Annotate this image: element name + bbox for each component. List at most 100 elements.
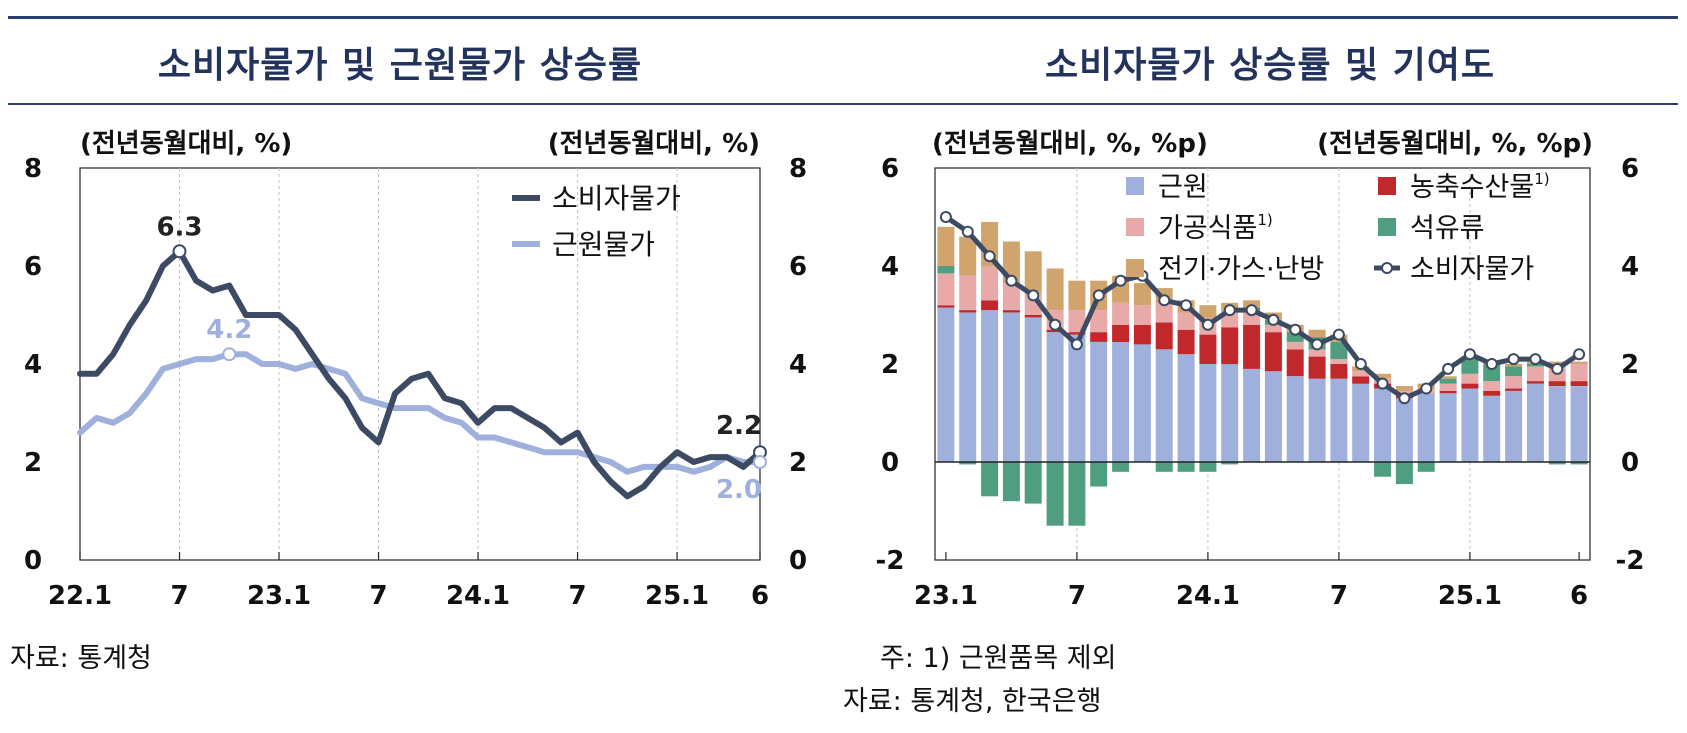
right-bar-processed_food: [1090, 310, 1108, 333]
right-bar-core: [1548, 386, 1566, 462]
right-legend-label: 석유류: [1410, 213, 1485, 244]
left-y-tick-label-right: 8: [789, 154, 807, 184]
right-headline-marker: [1049, 318, 1062, 331]
right-bar-utilities: [1133, 283, 1151, 306]
right-headline-marker: [1442, 362, 1455, 375]
right-headline-marker: [1201, 318, 1214, 331]
right-bar-processed_food: [1155, 302, 1173, 323]
right-headline-marker: [1005, 274, 1018, 287]
left-plot-frame: [79, 167, 761, 561]
right-bar-processed_food: [959, 275, 977, 311]
right-y-tick-label-right: 0: [1621, 448, 1639, 478]
right-bar-agri: [1090, 332, 1108, 342]
right-bar-agri: [1024, 315, 1042, 318]
right-bar-oil: [1024, 462, 1042, 504]
left-x-tick-label: 7: [369, 581, 387, 611]
right-bar-oil: [1155, 462, 1173, 472]
right-bar-agri: [1570, 381, 1588, 386]
right-bar-oil: [1417, 462, 1435, 472]
right-bar-core: [1352, 383, 1370, 462]
right-x-tick-label: 7: [1068, 581, 1086, 611]
left-y-tick-label: 8: [24, 154, 42, 184]
right-bar-utilities: [1243, 300, 1261, 308]
left-y-tick-label-right: 2: [789, 448, 807, 478]
right-x-tick-label: 23.1: [914, 581, 978, 611]
left-point-marker: [222, 347, 237, 362]
right-bar-core: [1483, 395, 1501, 462]
right-headline-marker: [939, 211, 952, 223]
right-bar-core: [959, 312, 977, 462]
right-y-tick-label-right: 4: [1621, 252, 1639, 282]
right-legend-label: 전기·가스·난방: [1158, 254, 1324, 285]
right-bar-agri: [1461, 383, 1479, 389]
right-bar-agri: [1483, 390, 1501, 396]
right-bar-agri: [1439, 390, 1457, 394]
title-rule: [8, 103, 1678, 105]
right-legend-swatch: [1126, 218, 1144, 236]
right-bar-processed_food: [1439, 383, 1457, 391]
right-bar-oil: [1002, 462, 1020, 502]
right-bar-agri: [1112, 324, 1130, 342]
right-headline-marker: [1398, 392, 1411, 405]
right-bar-utilities: [1024, 251, 1042, 293]
right-bar-agri: [1352, 376, 1370, 384]
right-bar-agri: [937, 305, 955, 308]
right-bar-oil: [1330, 341, 1348, 360]
right-bar-processed_food: [1352, 371, 1370, 377]
right-bar-oil: [1505, 366, 1523, 377]
right-headline-marker: [1376, 377, 1389, 390]
right-bar-core: [1046, 332, 1064, 462]
right-bar-processed_food: [1264, 324, 1282, 333]
right-bar-agri: [1330, 364, 1348, 379]
right-y-tick-label-right: 2: [1621, 350, 1639, 380]
right-headline-marker: [1092, 289, 1105, 302]
right-bar-agri: [1177, 329, 1195, 355]
right-headline-marker: [1267, 313, 1280, 326]
right-headline-marker: [1485, 358, 1498, 370]
left-data-label: 2.2: [716, 411, 762, 441]
left-y-tick-label: 6: [24, 252, 42, 282]
left-y-tick-label-right: 4: [789, 350, 807, 380]
left-y-tick-label: 2: [24, 448, 42, 478]
right-headline-marker: [1420, 382, 1433, 395]
right-y-tick-label: 4: [881, 252, 899, 282]
right-bar-oil: [1548, 462, 1566, 465]
right-bar-agri: [959, 310, 977, 313]
right-headline-marker: [1114, 274, 1127, 287]
right-legend-swatch: [1378, 177, 1396, 195]
right-x-tick-label: 7: [1330, 581, 1348, 611]
left-x-tick-label: 6: [751, 581, 769, 611]
left-y-axis-label: (전년동월대비, %): [80, 129, 292, 159]
right-legend-label: 근원: [1158, 172, 1208, 203]
right-bar-oil: [1570, 462, 1588, 465]
right-bar-utilities: [1439, 376, 1457, 379]
right-y-tick-label-right: -2: [1616, 546, 1645, 576]
right-bar-utilities: [959, 236, 977, 276]
right-bar-utilities: [1570, 361, 1588, 364]
right-bar-oil: [1286, 332, 1304, 342]
right-bar-core: [1461, 388, 1479, 462]
right-x-tick-label: 24.1: [1176, 581, 1240, 611]
right-bar-core: [1177, 354, 1195, 462]
right-bar-utilities: [1374, 373, 1392, 379]
right-bar-agri: [1548, 381, 1566, 386]
left-source-note: 자료: 통계청: [10, 643, 152, 674]
right-bar-oil: [1526, 364, 1544, 367]
right-legend-marker: [1381, 262, 1393, 274]
right-bar-utilities: [937, 226, 955, 266]
right-bar-processed_food: [1286, 342, 1304, 350]
right-bar-processed_food: [1461, 373, 1479, 384]
right-bar-core: [1395, 398, 1413, 462]
right-bar-core: [937, 307, 955, 462]
right-headline-marker: [1332, 328, 1345, 341]
right-bar-core: [1417, 393, 1435, 462]
right-x-tick-label: 25.1: [1438, 581, 1502, 611]
right-bar-oil: [1461, 359, 1479, 374]
right-bar-utilities: [1548, 361, 1566, 364]
right-bar-core: [1221, 364, 1239, 462]
right-headline-marker: [1507, 353, 1520, 366]
right-legend-footnote-mark: 1): [1534, 170, 1549, 188]
right-bar-agri: [1526, 381, 1544, 384]
left-data-label: 4.2: [206, 315, 252, 345]
